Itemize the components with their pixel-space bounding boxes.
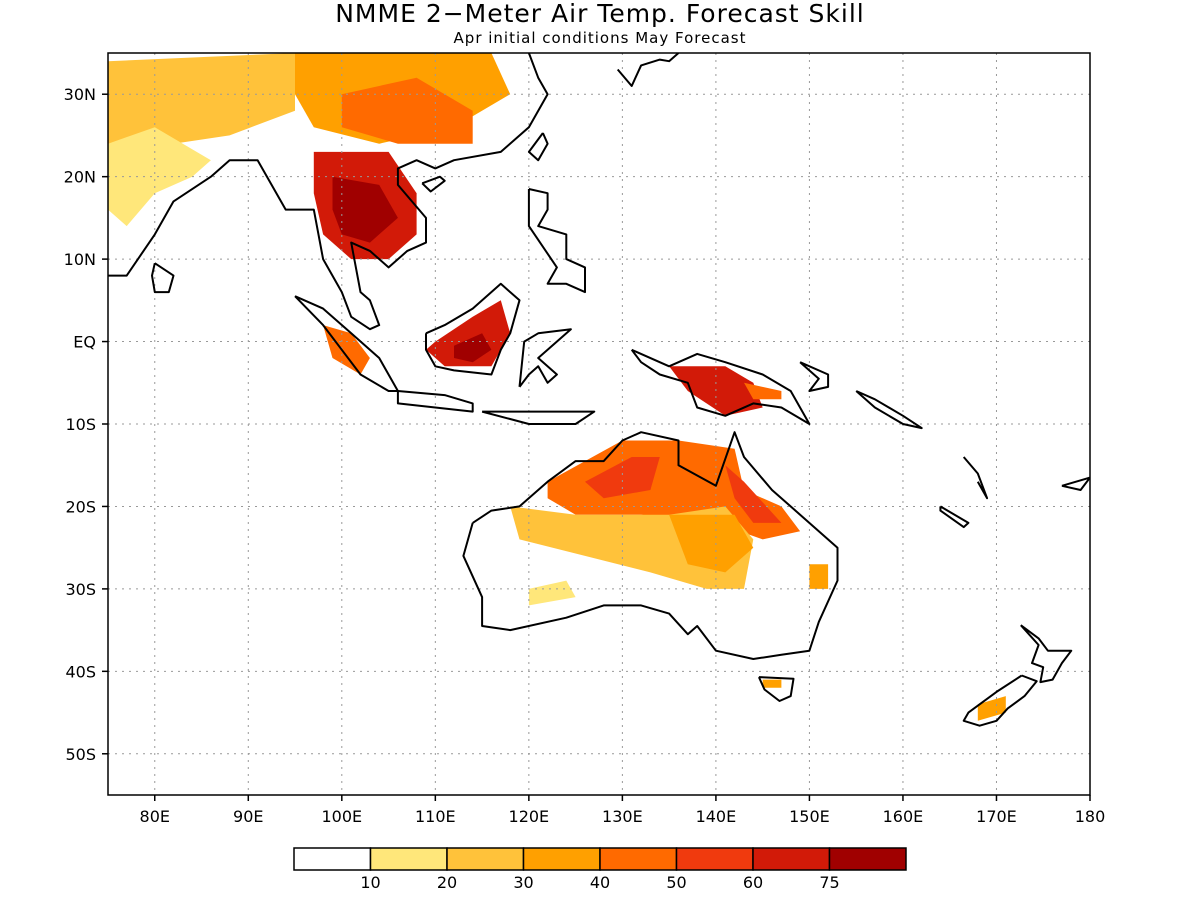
lon-label: 130E <box>602 807 643 826</box>
coastline-taiwan <box>527 132 549 162</box>
lat-label: 10N <box>64 250 96 269</box>
skill-region-borneo-core <box>454 333 492 363</box>
skill-region-nz-south <box>977 696 1006 721</box>
colorbar-swatch <box>828 847 907 871</box>
coastline-sulawesi <box>518 328 572 388</box>
coastline-bismarck <box>799 361 830 392</box>
coastline-new-guinea <box>630 348 811 425</box>
graticule-grid <box>108 53 1090 795</box>
colorbar-swatch <box>522 847 601 871</box>
skill-region-tasmania <box>762 679 782 688</box>
skill-region-e-australia <box>725 465 782 523</box>
colorbar-label: 75 <box>819 873 839 892</box>
lat-label: 30S <box>65 580 96 599</box>
colorbar-label: 50 <box>666 873 686 892</box>
skill-region-sumatra <box>323 325 370 375</box>
lat-label: EQ <box>73 333 96 352</box>
coastline-layer <box>108 53 1090 727</box>
skill-region-qld-coast <box>809 564 829 589</box>
chart-subtitle: Apr initial conditions May Forecast <box>453 29 747 47</box>
chart-title: NMME 2−Meter Air Temp. Forecast Skill <box>335 0 865 28</box>
coastline-sri-lanka <box>151 262 175 294</box>
lat-label: 30N <box>64 85 96 104</box>
skill-region-new-guinea <box>669 366 763 416</box>
colorbar-label: 30 <box>513 873 533 892</box>
skill-shading-layer <box>108 53 1006 721</box>
skill-region-n-australia <box>547 440 801 540</box>
lat-label: 40S <box>65 662 96 681</box>
colorbar-label: 40 <box>590 873 610 892</box>
lon-label: 170E <box>976 807 1017 826</box>
colorbar-swatch <box>752 847 831 871</box>
colorbar-swatch <box>675 847 754 871</box>
skill-region-s-australia-strip <box>528 580 576 606</box>
coastline-new-caledonia <box>939 505 970 529</box>
colorbar-swatch <box>369 847 448 871</box>
colorbar-label: 60 <box>743 873 763 892</box>
coastline-hainan <box>421 175 446 193</box>
lon-label: 80E <box>140 807 170 826</box>
lon-label: 160E <box>883 807 924 826</box>
lon-label: 150E <box>789 807 830 826</box>
colorbar-swatch <box>293 847 372 871</box>
latitude-labels: 30N 20N 10N EQ 10S 20S 30S 40S 50S <box>64 85 108 764</box>
coastline-java <box>396 390 474 413</box>
coastline-fiji <box>1061 476 1090 491</box>
coastline-philippines <box>527 188 586 294</box>
coastline-borneo <box>425 282 521 376</box>
lon-label: 90E <box>233 807 263 826</box>
coastline-india-asia <box>108 53 549 331</box>
colorbar-label: 20 <box>437 873 457 892</box>
coastline-nz-north <box>1020 624 1073 684</box>
colorbar-swatch <box>446 847 525 871</box>
skill-region-new-guinea-fringe <box>744 382 782 400</box>
colorbar-legend: 10 20 30 40 50 60 75 <box>293 847 907 892</box>
lon-label: 110E <box>415 807 456 826</box>
skill-region-south-asia-central <box>108 127 211 227</box>
lat-label: 20S <box>65 497 96 516</box>
lon-label: 120E <box>509 807 550 826</box>
lon-label: 100E <box>321 807 362 826</box>
coastline-tasmania <box>757 676 795 702</box>
lon-label: 180 <box>1075 807 1106 826</box>
coastline-nz-south <box>962 674 1038 727</box>
lon-label: 140E <box>696 807 737 826</box>
lat-label: 50S <box>65 745 96 764</box>
coastline-japan <box>616 53 680 87</box>
coastline-vanuatu <box>962 456 989 500</box>
colorbar-swatch <box>599 847 678 871</box>
coastline-sumatra <box>294 295 399 392</box>
skill-region-indochina-core <box>332 176 398 243</box>
longitude-labels: 80E 90E 100E 110E 120E 130E 140E 150E 160E 170E 18… <box>140 795 1106 826</box>
skill-region-central-australia-mid <box>669 514 754 573</box>
lat-label: 20N <box>64 168 96 187</box>
coastline-lesser-sundas <box>481 410 596 425</box>
coastline-solomons <box>855 390 923 430</box>
lat-label: 10S <box>65 415 96 434</box>
coastline-australia <box>462 431 839 660</box>
colorbar-label: 10 <box>360 873 380 892</box>
skill-region-n-australia-core <box>585 457 660 499</box>
